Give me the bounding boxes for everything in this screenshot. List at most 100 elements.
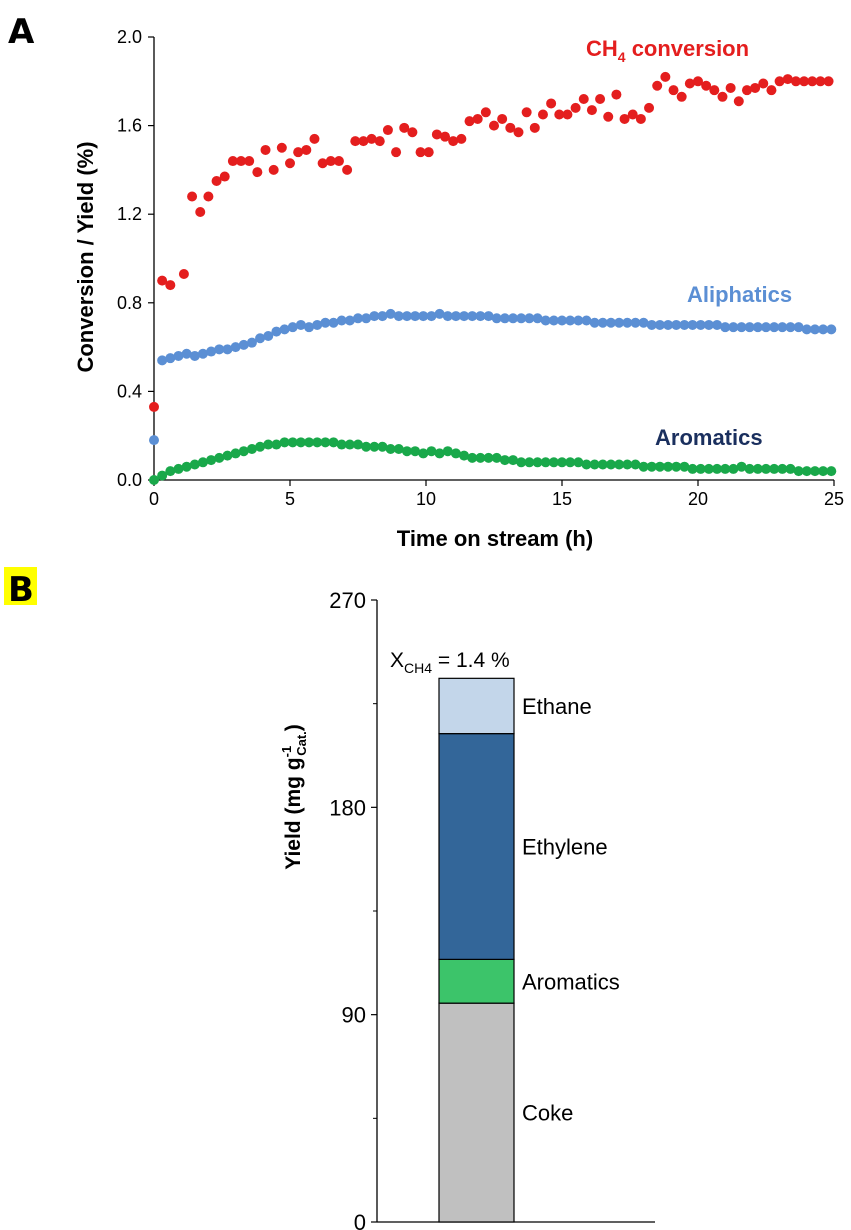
ch4-conversion-point — [268, 164, 279, 175]
aliphatics-point — [793, 322, 804, 333]
ch4-conversion-point — [227, 156, 238, 167]
aromatics-point — [614, 459, 625, 470]
aliphatics-point — [157, 355, 168, 366]
panel-a-letter: A — [8, 12, 35, 52]
aromatics-point — [630, 459, 641, 470]
ch4-conversion-point — [178, 269, 189, 280]
aliphatics-point — [548, 315, 559, 326]
aliphatics-point — [255, 333, 266, 344]
aliphatics-point — [614, 317, 625, 328]
ch4-conversion-point — [187, 191, 198, 202]
aromatics-point — [149, 475, 159, 485]
ch4-conversion-point — [219, 171, 230, 182]
ch4-conversion-point — [366, 133, 377, 144]
aliphatics-point — [703, 319, 714, 330]
aromatics-point — [744, 463, 755, 474]
panel-a-y-tick-label: 0.8 — [117, 293, 142, 313]
panel-a-y-tick-label: 1.2 — [117, 204, 142, 224]
aliphatics-point — [752, 322, 763, 333]
aromatics-point — [263, 439, 274, 450]
ch4-conversion-point — [717, 91, 728, 102]
aliphatics-point — [385, 308, 396, 319]
aliphatics-point — [557, 315, 567, 326]
aliphatics-point — [344, 315, 355, 326]
aromatics-point — [246, 443, 257, 454]
bar-segment-label-aromatics: Aromatics — [522, 969, 620, 994]
ch4-conversion-point — [644, 102, 655, 113]
bar-segment-label-coke: Coke — [522, 1101, 573, 1126]
aromatics-point — [679, 461, 690, 472]
aliphatics-point — [671, 319, 682, 330]
ch4-conversion-point — [342, 164, 353, 175]
ch4-conversion-point — [464, 116, 475, 127]
aliphatics-point — [467, 311, 478, 322]
aromatics-point — [222, 450, 233, 461]
ch4-conversion-point — [415, 147, 426, 158]
ch4-conversion-point — [149, 401, 159, 412]
ch4-conversion-point — [407, 127, 418, 138]
ch4-conversion-point — [440, 131, 451, 142]
aromatics-point — [173, 463, 184, 474]
ch4-conversion-point — [285, 158, 295, 169]
aliphatics-point — [695, 319, 706, 330]
aromatics-point — [573, 457, 584, 468]
ch4-conversion-point — [709, 85, 720, 96]
ch4-conversion-point — [423, 147, 434, 158]
aromatics-point — [589, 459, 600, 470]
ch4-conversion-point — [521, 107, 532, 118]
aromatics-point — [475, 452, 486, 463]
aromatics-point — [393, 443, 404, 454]
aliphatics-point — [426, 311, 437, 322]
aliphatics-point — [736, 322, 747, 333]
panel-b-highlight — [4, 567, 37, 605]
bar-segment-ethylene — [438, 733, 515, 960]
aromatics-point — [736, 461, 747, 472]
panel-a-x-tick-label: 15 — [552, 489, 572, 509]
ch4-conversion-point — [448, 136, 459, 147]
aromatics-point — [581, 459, 592, 470]
panel-b-y-tick-label: 90 — [342, 1003, 366, 1028]
panel-a-y-tick-label: 0.0 — [117, 470, 142, 490]
aromatics-point — [336, 439, 347, 450]
aliphatics-point — [508, 313, 519, 324]
aliphatics-point — [785, 322, 796, 333]
aromatics-point — [809, 466, 820, 477]
panel-a-y-tick-label: 1.6 — [117, 116, 142, 136]
aliphatics-point — [826, 324, 837, 335]
ch4-conversion-point — [595, 94, 606, 105]
aliphatics-point — [222, 344, 233, 355]
aromatics-point — [401, 446, 412, 457]
ch4-conversion-point — [431, 129, 442, 140]
ch4-conversion-point — [391, 147, 402, 158]
aliphatics-point — [181, 348, 192, 359]
aromatics-point — [826, 466, 837, 477]
aromatics-point — [214, 452, 225, 463]
aromatics-series-label: Aromatics — [655, 425, 763, 450]
ch4-conversion-point — [358, 136, 369, 147]
panel-a-ticks: 0 5 10 15 20 25 0.0 0.4 0.8 1.2 1.6 2.0 — [117, 27, 844, 509]
ch4-conversion-point — [157, 275, 168, 286]
aliphatics-point — [581, 315, 592, 326]
aromatics-point — [499, 455, 510, 466]
aliphatics-point — [377, 311, 388, 322]
aromatics-point — [206, 455, 217, 466]
aromatics-point — [418, 448, 429, 459]
ch4-conversion-point — [766, 85, 777, 96]
aliphatics-point — [565, 315, 576, 326]
aliphatics-point — [287, 322, 298, 333]
ch4-conversion-point — [350, 136, 361, 147]
aliphatics-point — [206, 346, 217, 357]
ch4-conversion-point — [480, 107, 491, 118]
aromatics-point — [622, 459, 633, 470]
aromatics-point — [230, 448, 241, 459]
aliphatics-point — [499, 313, 510, 324]
panel-b-ticks: 0 90 180 270 — [329, 588, 377, 1230]
aliphatics-point — [483, 311, 494, 322]
aromatics-point — [540, 457, 551, 468]
ch4-conversion-point — [799, 76, 810, 87]
aliphatics-point — [761, 322, 771, 333]
ch4-conversion-point — [537, 109, 548, 120]
aliphatics-point — [809, 324, 820, 335]
aliphatics-point — [401, 311, 412, 322]
aromatics-point — [483, 452, 494, 463]
